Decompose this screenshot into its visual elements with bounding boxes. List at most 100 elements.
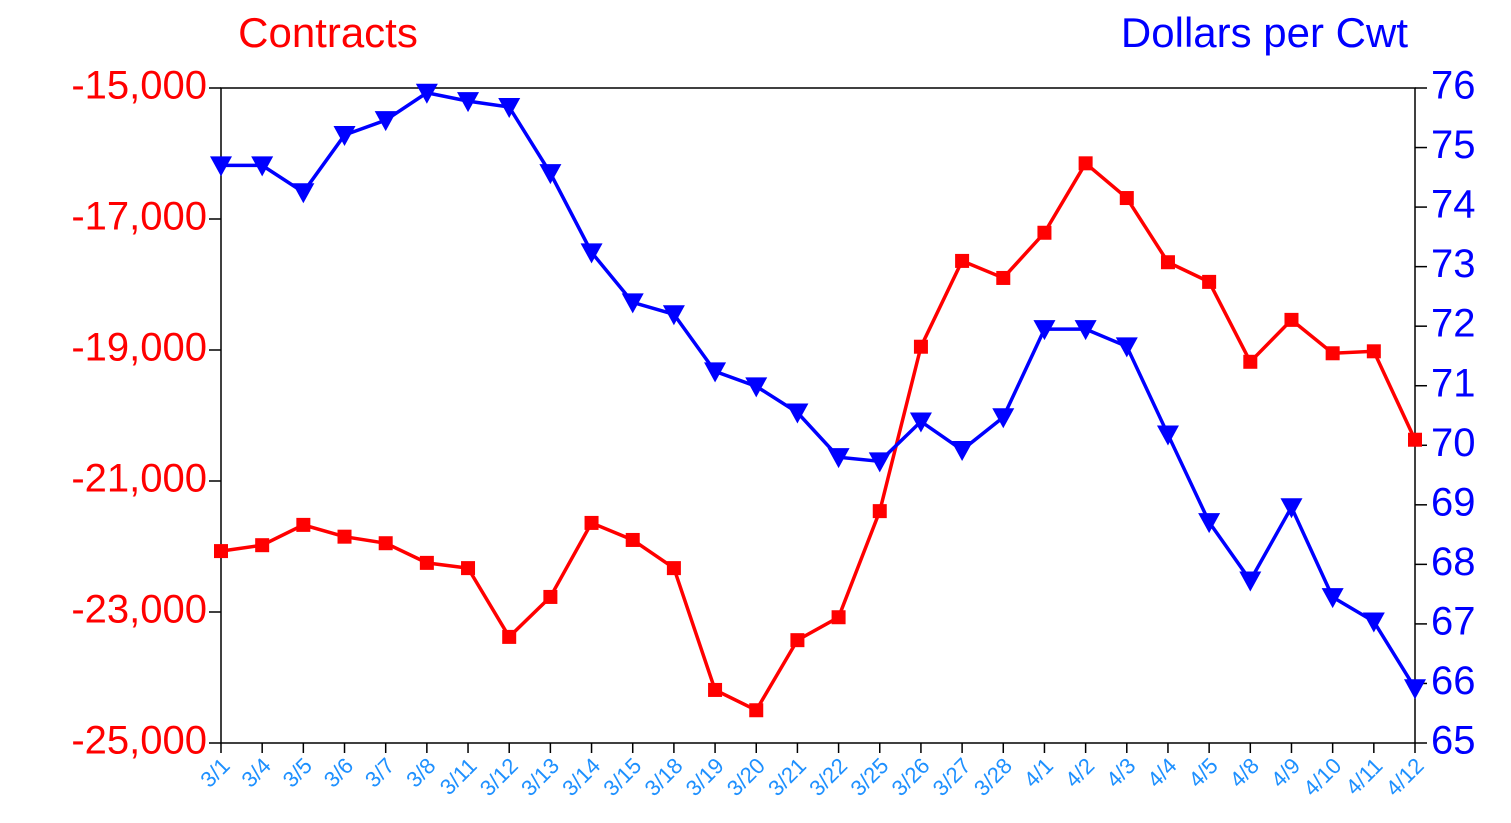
- marker: [955, 253, 970, 268]
- y-tick-label: -17,000: [71, 195, 207, 239]
- marker: [992, 408, 1015, 429]
- x-tick-label: 3/12: [475, 753, 523, 801]
- marker: [255, 538, 270, 553]
- x-tick-label: 3/5: [278, 753, 317, 792]
- y2-tick-label: 74: [1431, 183, 1476, 227]
- x-tick-label: 3/20: [722, 753, 770, 801]
- marker: [1198, 513, 1221, 534]
- y2-tick-label: 66: [1431, 659, 1476, 703]
- marker: [543, 589, 558, 604]
- x-tick-label: 3/19: [681, 753, 729, 801]
- x-tick-label: 3/26: [887, 753, 935, 801]
- x-tick-label: 3/14: [557, 753, 605, 801]
- x-tick-label: 3/22: [804, 753, 852, 801]
- marker: [996, 270, 1011, 285]
- x-tick-label: 4/11: [1341, 753, 1388, 800]
- x-tick-label: 4/9: [1266, 753, 1305, 792]
- series-line: [221, 90, 1417, 690]
- marker: [1325, 346, 1340, 361]
- marker: [1156, 425, 1179, 446]
- marker: [1078, 156, 1093, 171]
- marker: [1404, 679, 1426, 700]
- marker: [251, 156, 274, 177]
- x-tick-label: 4/8: [1225, 753, 1264, 792]
- marker: [1284, 312, 1299, 327]
- marker: [749, 703, 764, 718]
- marker: [337, 529, 352, 544]
- marker: [827, 448, 850, 469]
- marker: [1033, 320, 1056, 341]
- y2-tick-label: 76: [1431, 64, 1476, 108]
- y2-tick-label: 69: [1431, 480, 1476, 524]
- x-tick-label: 3/27: [928, 753, 976, 801]
- x-tick-label: 3/4: [237, 753, 276, 792]
- marker: [872, 504, 887, 519]
- marker: [584, 515, 599, 530]
- marker: [461, 561, 476, 576]
- marker: [292, 183, 315, 204]
- marker: [625, 532, 640, 547]
- marker: [419, 555, 434, 570]
- marker: [296, 517, 311, 532]
- marker: [666, 561, 681, 576]
- marker: [704, 362, 727, 383]
- marker: [1362, 612, 1385, 633]
- marker: [621, 293, 644, 314]
- marker: [457, 92, 480, 113]
- marker: [1408, 432, 1422, 447]
- x-tick-label: 4/2: [1060, 753, 1099, 792]
- marker: [786, 403, 809, 424]
- marker: [1280, 498, 1303, 519]
- marker: [790, 633, 805, 648]
- marker: [1119, 191, 1134, 206]
- marker: [374, 111, 397, 132]
- marker: [1239, 571, 1262, 592]
- marker: [539, 164, 562, 185]
- x-tick-label: 4/4: [1142, 753, 1181, 792]
- x-tick-label: 4/1: [1019, 753, 1058, 792]
- y-tick-label: -25,000: [71, 719, 207, 763]
- marker: [210, 156, 232, 177]
- x-tick-label: 3/8: [401, 753, 440, 792]
- x-tick-label: 3/25: [845, 753, 893, 801]
- marker: [662, 305, 685, 326]
- x-tick-label: 3/13: [516, 753, 564, 801]
- y-tick-label: -23,000: [71, 588, 207, 632]
- marker: [909, 412, 932, 433]
- marker: [913, 339, 928, 354]
- x-tick-label: 3/15: [598, 753, 646, 801]
- y2-tick-label: 65: [1431, 719, 1476, 763]
- marker: [214, 544, 228, 559]
- x-tick-label: 3/21: [763, 753, 811, 801]
- y2-axis-title: Dollars per Cwt: [1121, 9, 1408, 56]
- marker: [1366, 344, 1381, 359]
- marker: [951, 441, 974, 462]
- marker: [868, 452, 891, 473]
- marker: [1115, 337, 1138, 358]
- marker: [831, 610, 846, 625]
- y2-tick-label: 72: [1431, 302, 1476, 346]
- marker: [1202, 274, 1217, 289]
- marker: [502, 629, 517, 644]
- y-tick-label: -19,000: [71, 326, 207, 370]
- marker: [1160, 255, 1175, 270]
- x-tick-label: 3/18: [640, 753, 688, 801]
- marker: [415, 83, 438, 104]
- x-tick-label: 3/28: [969, 753, 1017, 801]
- y-tick-label: -15,000: [71, 64, 207, 108]
- marker: [745, 377, 768, 398]
- y2-tick-label: 73: [1431, 242, 1476, 286]
- x-tick-label: 4/5: [1183, 753, 1222, 792]
- marker: [1321, 588, 1344, 609]
- marker: [580, 243, 603, 264]
- marker: [1074, 320, 1097, 341]
- marker: [1037, 225, 1052, 240]
- marker: [1243, 354, 1258, 369]
- marker: [498, 98, 521, 119]
- x-tick-label: 3/6: [319, 753, 358, 792]
- x-tick-label: 4/10: [1298, 753, 1346, 801]
- y2-tick-label: 71: [1431, 361, 1476, 405]
- y2-tick-label: 67: [1431, 599, 1476, 643]
- marker: [378, 536, 393, 551]
